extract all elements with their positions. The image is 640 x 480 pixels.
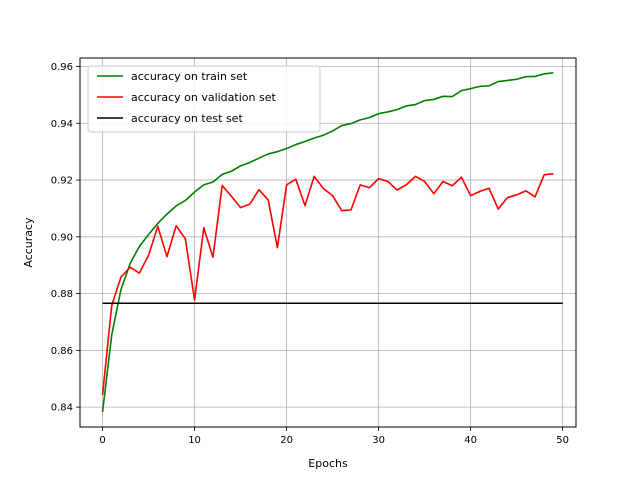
y-axis-label: Accuracy: [22, 217, 35, 268]
legend-label: accuracy on train set: [131, 70, 248, 83]
validation-accuracy-line: [101, 173, 554, 396]
x-tick-label: 50: [556, 435, 569, 446]
plot-frame: [79, 57, 577, 428]
axis-ticks: 0 10 20 30 40 50 0.84 0.86 0.88 0.90 0.92 0.94 0.96: [51, 62, 569, 446]
x-tick-label: 40: [464, 435, 477, 446]
y-tick-label: 0.84: [51, 403, 73, 414]
x-tick-label: 0: [99, 435, 105, 446]
y-tick-label: 0.88: [51, 289, 73, 300]
x-tick-label: 10: [188, 435, 201, 446]
y-tick-label: 0.92: [51, 176, 73, 187]
x-tick-label: 30: [372, 435, 385, 446]
y-tick-label: 0.90: [51, 232, 73, 243]
x-axis-label: Epochs: [308, 457, 348, 470]
legend-label: accuracy on test set: [131, 112, 243, 125]
y-tick-label: 0.94: [51, 119, 73, 130]
legend: accuracy on train set accuracy on validat…: [87, 65, 321, 133]
legend-box: [87, 65, 321, 133]
plot-lines: [101, 71, 563, 413]
train-accuracy-line: [101, 71, 554, 413]
y-tick-label: 0.96: [51, 62, 73, 73]
y-tick-label: 0.86: [51, 346, 73, 357]
legend-label: accuracy on validation set: [131, 91, 276, 104]
x-tick-label: 20: [280, 435, 293, 446]
